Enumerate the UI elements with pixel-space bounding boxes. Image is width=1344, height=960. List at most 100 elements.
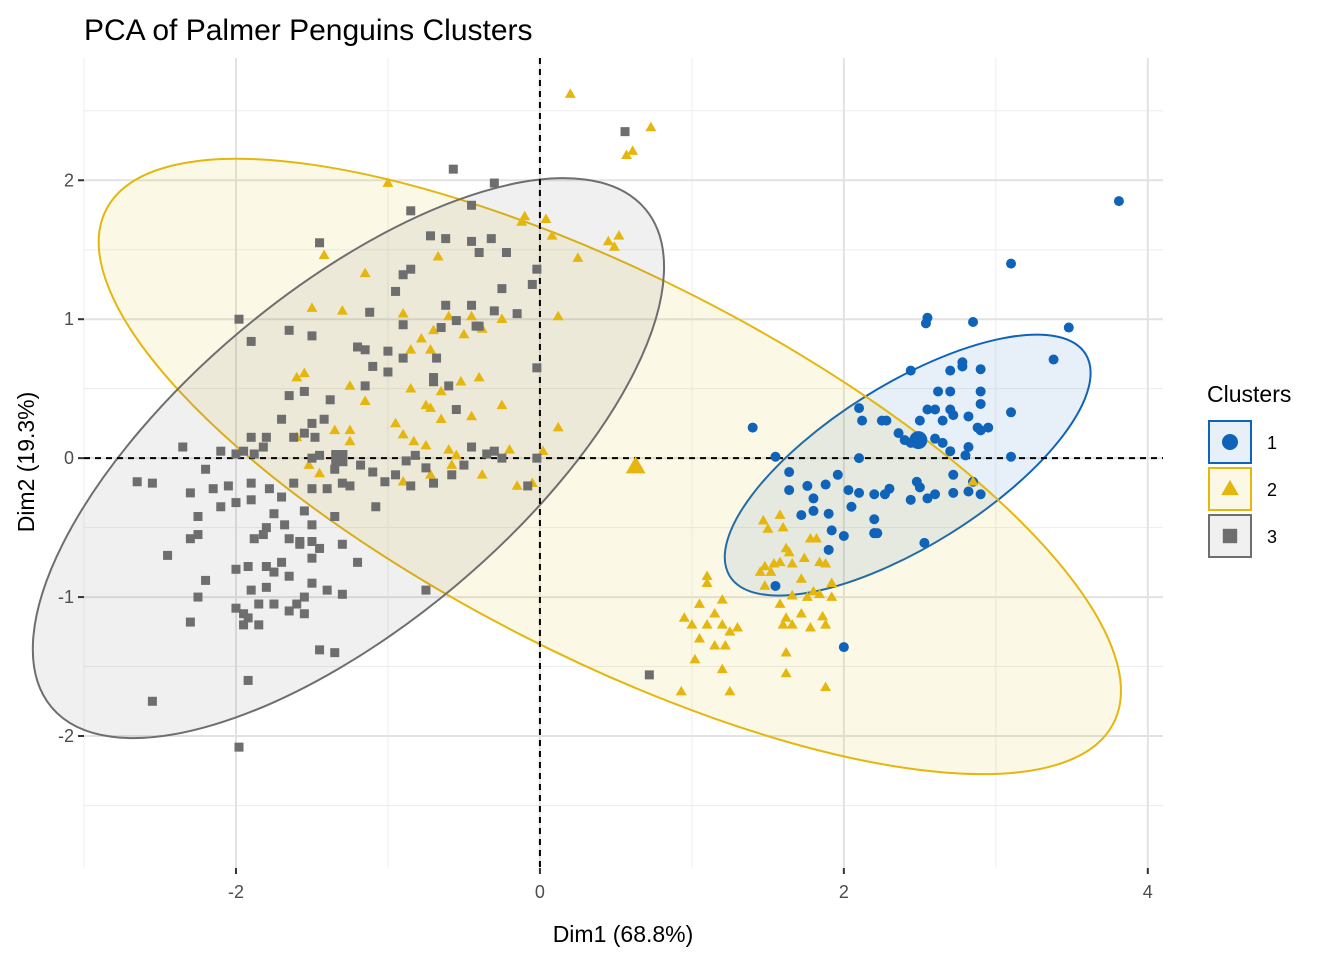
point-cluster-3 [474, 248, 484, 258]
chart-title: PCA of Palmer Penguins Clusters [84, 14, 533, 47]
point-cluster-2 [967, 476, 979, 486]
point-cluster-2 [306, 302, 318, 312]
legend-marker-2 [1221, 479, 1239, 496]
point-cluster-1 [945, 365, 956, 376]
point-cluster-2 [807, 585, 819, 596]
point-cluster-3 [299, 609, 309, 619]
point-cluster-3 [391, 286, 401, 296]
point-cluster-3 [201, 464, 211, 474]
legend-key-3 [1208, 514, 1252, 558]
point-cluster-3 [337, 539, 347, 549]
point-cluster-2 [496, 399, 508, 410]
y-tick-label: 0 [64, 448, 74, 468]
point-cluster-3 [360, 345, 370, 355]
point-cluster-2 [329, 424, 341, 435]
point-cluster-2 [817, 610, 829, 621]
point-cluster-2 [701, 619, 713, 629]
point-cluster-1 [802, 480, 813, 491]
point-cluster-3 [523, 481, 533, 491]
point-cluster-1 [1048, 354, 1059, 365]
point-cluster-2 [814, 556, 826, 567]
point-cluster-3 [261, 562, 271, 572]
x-tick-label: 0 [535, 882, 545, 902]
point-cluster-3 [322, 585, 332, 595]
point-cluster-2 [780, 612, 792, 622]
point-cluster-2 [405, 344, 417, 354]
point-cluster-2 [336, 305, 348, 315]
point-cluster-2 [780, 646, 792, 657]
point-cluster-2 [344, 435, 356, 446]
point-cluster-3 [254, 599, 264, 609]
point-cluster-1 [963, 442, 974, 453]
point-cluster-3 [436, 323, 446, 333]
point-cluster-2 [719, 640, 731, 650]
point-cluster-3 [249, 449, 259, 459]
point-cluster-1 [957, 357, 968, 368]
point-cluster-3 [467, 442, 477, 452]
point-cluster-3 [299, 386, 309, 396]
point-cluster-3 [231, 498, 241, 508]
point-cluster-3 [246, 336, 256, 346]
point-cluster-3 [234, 314, 244, 324]
point-cluster-3 [353, 557, 363, 567]
point-cluster-3 [489, 178, 499, 188]
point-cluster-2 [754, 566, 766, 576]
point-cluster-1 [881, 415, 892, 426]
point-cluster-3 [258, 530, 268, 540]
point-cluster-2 [602, 235, 614, 246]
point-cluster-2 [627, 145, 639, 155]
point-cluster-3 [447, 470, 457, 480]
point-cluster-2 [804, 621, 816, 632]
point-cluster-2 [774, 509, 786, 519]
point-cluster-3 [216, 502, 226, 512]
point-cluster-3 [284, 571, 294, 581]
point-cluster-1 [1006, 451, 1017, 462]
point-cluster-3 [644, 670, 654, 680]
point-cluster-1 [1063, 322, 1074, 333]
point-cluster-3 [284, 534, 294, 544]
point-cluster-2 [820, 681, 832, 692]
point-cluster-2 [390, 417, 402, 428]
point-cluster-2 [780, 542, 792, 553]
point-cluster-3 [284, 325, 294, 335]
point-cluster-3 [307, 453, 317, 463]
point-cluster-3 [243, 613, 253, 623]
point-cluster-2 [716, 663, 728, 674]
point-cluster-2 [435, 413, 447, 424]
point-cluster-3 [398, 353, 408, 363]
point-cluster-1 [937, 437, 948, 448]
point-cluster-3 [239, 609, 249, 619]
point-cluster-3 [448, 164, 458, 174]
point-cluster-3 [337, 589, 347, 599]
x-tick-label: 4 [1143, 882, 1153, 902]
point-cluster-1 [930, 489, 941, 500]
point-cluster-3 [147, 478, 157, 488]
point-cluster-3 [429, 373, 439, 383]
point-cluster-1 [826, 525, 837, 536]
point-cluster-2 [424, 469, 436, 479]
point-cluster-1 [937, 415, 948, 426]
point-cluster-1 [854, 403, 865, 414]
point-cluster-3 [280, 520, 290, 530]
point-cluster-2 [774, 556, 786, 567]
y-tick-label: 2 [64, 170, 74, 190]
point-cluster-3 [277, 492, 287, 502]
point-cluster-1 [869, 528, 880, 539]
point-cluster-2 [786, 619, 798, 629]
point-cluster-1 [784, 485, 795, 496]
point-cluster-3 [254, 620, 264, 630]
point-cluster-3 [269, 567, 279, 577]
point-cluster-2 [701, 577, 713, 587]
point-cluster-3 [467, 300, 477, 310]
point-cluster-3 [243, 675, 253, 685]
point-cluster-2 [405, 382, 417, 393]
point-cluster-2 [537, 445, 549, 455]
point-cluster-1 [920, 318, 931, 329]
point-cluster-3 [391, 470, 401, 480]
point-cluster-2 [724, 626, 736, 636]
point-cluster-2 [458, 328, 470, 339]
point-cluster-3 [292, 599, 302, 609]
point-cluster-1 [1006, 407, 1017, 418]
point-cluster-3 [365, 307, 375, 317]
point-cluster-3 [330, 511, 340, 521]
